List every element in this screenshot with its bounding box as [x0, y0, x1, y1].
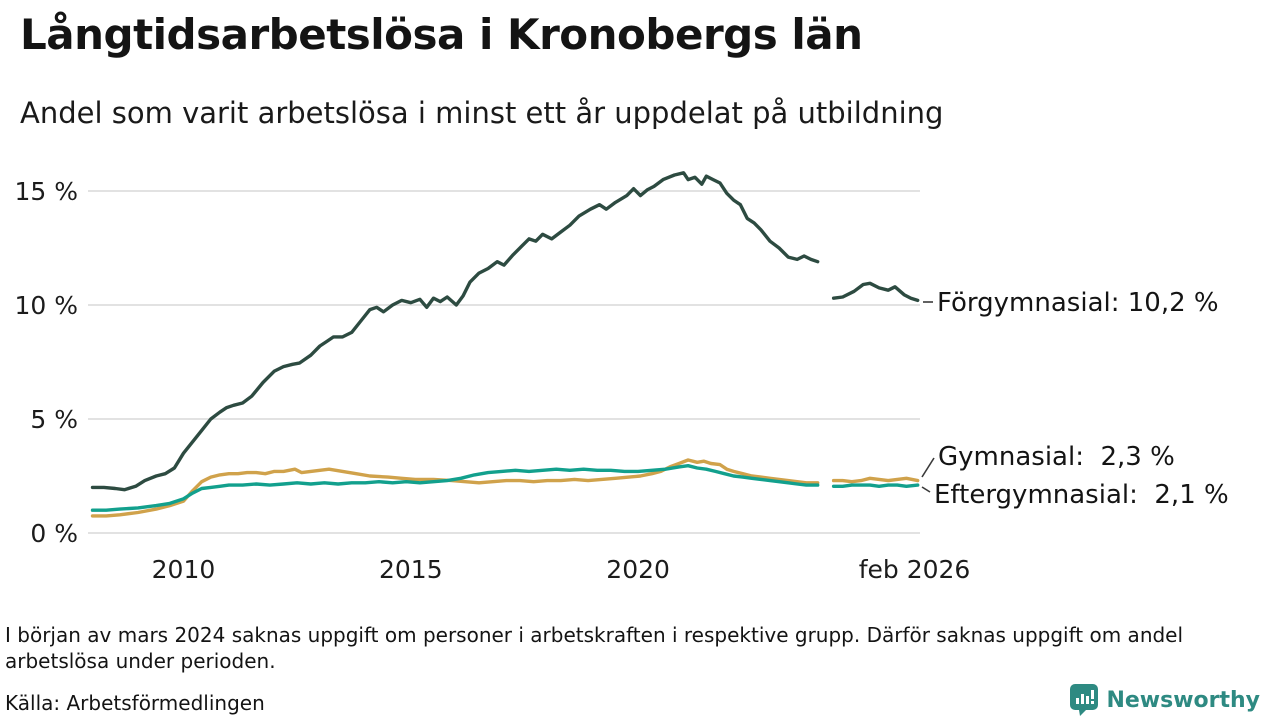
- x-tick-label: feb 2026: [859, 555, 971, 584]
- series-end-label-gymnasial: Gymnasial: 2,3 %: [938, 442, 1175, 472]
- footnote: I början av mars 2024 saknas uppgift om …: [5, 623, 1184, 673]
- bar-chart-speech-bubble-icon: [1070, 684, 1099, 716]
- y-tick-label: 15 %: [14, 177, 78, 206]
- series-lines: [90, 171, 920, 518]
- x-axis-labels: 2010 2015 2020 feb 2026: [152, 555, 971, 584]
- y-axis-labels: 0 % 5 % 10 % 15 %: [14, 177, 78, 548]
- gridlines: [88, 190, 920, 534]
- line-forgymnasial: [831, 281, 920, 303]
- chart-subtitle: Andel som varit arbetslösa i minst ett å…: [20, 96, 944, 130]
- line-eftergymnasial: [90, 464, 820, 512]
- line-gymnasial: [90, 458, 820, 518]
- source-label: Källa: Arbetsförmedlingen: [5, 691, 265, 715]
- series-end-label-forgymnasial: Förgymnasial: 10,2 %: [937, 288, 1219, 318]
- line-forgymnasial: [90, 171, 820, 492]
- newsworthy-logo: Newsworthy: [1070, 684, 1260, 716]
- y-tick-label: 10 %: [14, 291, 78, 320]
- x-tick-label: 2010: [152, 555, 216, 584]
- newsworthy-wordmark: Newsworthy: [1106, 687, 1260, 713]
- y-tick-label: 0 %: [30, 519, 78, 548]
- x-tick-label: 2015: [379, 555, 443, 584]
- x-tick-label: 2020: [606, 555, 670, 584]
- line-eftergymnasial: [831, 483, 920, 488]
- line-gymnasial: [831, 476, 920, 484]
- chart-title: Långtidsarbetslösa i Kronobergs län: [20, 10, 863, 59]
- label-connector-eftergymnasial: [921, 486, 931, 493]
- y-tick-label: 5 %: [30, 405, 78, 434]
- label-connector-gymnasial: [921, 457, 935, 478]
- series-end-label-eftergymnasial: Eftergymnasial: 2,1 %: [934, 480, 1229, 510]
